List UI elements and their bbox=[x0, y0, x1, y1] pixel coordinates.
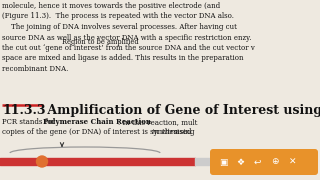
Text: ▣: ▣ bbox=[219, 158, 227, 166]
Text: PCR stands for: PCR stands for bbox=[2, 118, 57, 126]
Text: using: using bbox=[173, 128, 195, 136]
Text: (Figure 11.3).  The process is repeated with the vector DNA also.: (Figure 11.3). The process is repeated w… bbox=[2, 12, 234, 21]
Text: ✕: ✕ bbox=[289, 158, 297, 166]
Text: . In this reaction, mult: . In this reaction, mult bbox=[118, 118, 197, 126]
Circle shape bbox=[36, 156, 47, 167]
Text: ⊕: ⊕ bbox=[271, 158, 279, 166]
Text: in vitro: in vitro bbox=[152, 128, 177, 136]
Text: ❖: ❖ bbox=[236, 158, 244, 166]
Text: 11.3.3: 11.3.3 bbox=[2, 104, 45, 117]
Text: source DNA as well as the vector DNA with a specific restriction enzy.: source DNA as well as the vector DNA wit… bbox=[2, 33, 252, 42]
Text: molecule, hence it moves towards the positive electrode (and: molecule, hence it moves towards the pos… bbox=[2, 2, 220, 10]
Text: The joining of DNA involves several processes. After having cut: The joining of DNA involves several proc… bbox=[2, 23, 237, 31]
Text: 3′: 3′ bbox=[272, 158, 279, 165]
Text: space are mixed and ligase is added. This results in the preparation: space are mixed and ligase is added. Thi… bbox=[2, 55, 244, 62]
Text: ↩: ↩ bbox=[253, 158, 261, 166]
Text: Amplification of Gene of Interest using PCR: Amplification of Gene of Interest using … bbox=[43, 104, 320, 117]
Text: Polymerase Chain Reaction: Polymerase Chain Reaction bbox=[43, 118, 151, 126]
Text: the cut out ‘gene of interest’ from the source DNA and the cut vector v: the cut out ‘gene of interest’ from the … bbox=[2, 44, 255, 52]
Text: Region to be amplified: Region to be amplified bbox=[62, 38, 139, 46]
FancyBboxPatch shape bbox=[210, 149, 318, 175]
Text: copies of the gene (or DNA) of interest is synthesised: copies of the gene (or DNA) of interest … bbox=[2, 128, 194, 136]
Text: recombinant DNA.: recombinant DNA. bbox=[2, 65, 68, 73]
